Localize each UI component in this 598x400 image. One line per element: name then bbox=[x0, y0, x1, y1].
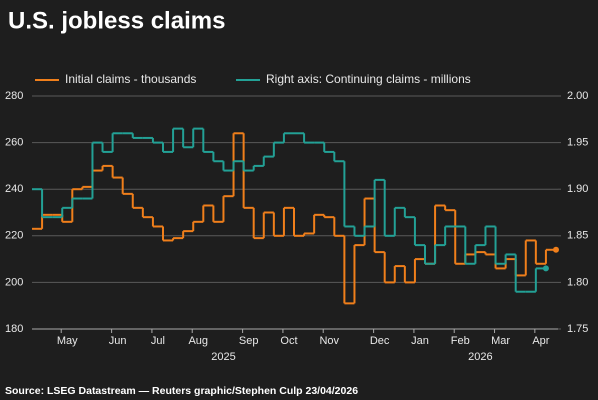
end-marker bbox=[553, 246, 559, 253]
x-tick-label: Nov bbox=[319, 335, 339, 347]
x-tick-label: Dec bbox=[370, 335, 390, 347]
y-tick-label: 280 bbox=[5, 90, 23, 102]
y2-tick-label: 1.80 bbox=[567, 276, 588, 288]
x-group-label: 2026 bbox=[468, 351, 492, 363]
y-tick-label: 200 bbox=[5, 276, 23, 288]
end-marker bbox=[542, 265, 549, 272]
x-tick-label: May bbox=[57, 335, 78, 347]
x-tick-label: Mar bbox=[491, 335, 510, 347]
y2-tick-label: 1.75 bbox=[567, 323, 588, 335]
y2-tick-label: 1.85 bbox=[567, 230, 588, 242]
legend-label: Initial claims - thousands bbox=[65, 72, 196, 86]
y-tick-label: 220 bbox=[5, 230, 23, 242]
x-tick-label: Jan bbox=[411, 335, 429, 347]
chart-title: U.S. jobless claims bbox=[8, 7, 225, 34]
legend-label: Right axis: Continuing claims - millions bbox=[266, 72, 471, 86]
y-tick-label: 180 bbox=[5, 323, 23, 335]
x-group-label: 2025 bbox=[211, 351, 235, 363]
x-tick-label: Apr bbox=[532, 335, 549, 347]
x-tick-label: Sep bbox=[239, 335, 259, 347]
y-tick-label: 240 bbox=[5, 183, 23, 195]
x-tick-label: Jun bbox=[109, 335, 127, 347]
y-tick-label: 260 bbox=[5, 137, 23, 149]
y2-tick-label: 2.00 bbox=[567, 90, 588, 102]
x-tick-label: Feb bbox=[451, 335, 470, 347]
x-tick-label: Aug bbox=[188, 335, 208, 347]
x-tick-label: Jul bbox=[151, 335, 165, 347]
y2-tick-label: 1.95 bbox=[567, 137, 588, 149]
y2-tick-label: 1.90 bbox=[567, 183, 588, 195]
source-note: Source: LSEG Datastream — Reuters graphi… bbox=[5, 385, 358, 397]
x-tick-label: Oct bbox=[280, 335, 297, 347]
